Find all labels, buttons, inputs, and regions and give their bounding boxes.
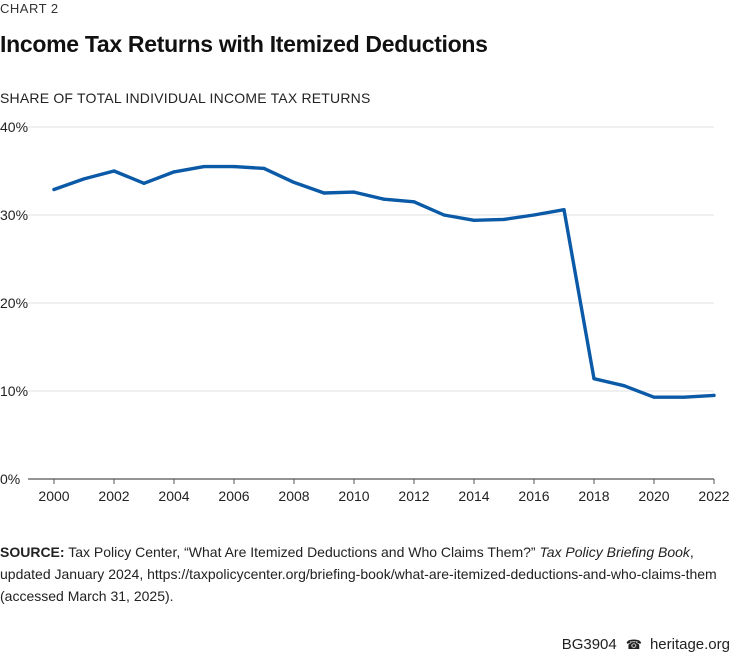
y-tick-label: 40% [0, 119, 28, 135]
data-point [592, 377, 596, 381]
data-point [262, 166, 266, 170]
data-point [562, 208, 566, 212]
data-point [712, 393, 716, 397]
x-tick-label: 2012 [398, 488, 429, 504]
data-point [532, 213, 536, 217]
data-point [622, 384, 626, 388]
x-tick-label: 2020 [638, 488, 669, 504]
data-point [322, 191, 326, 195]
x-tick-label: 2006 [218, 488, 249, 504]
data-point [652, 395, 656, 399]
source-text-2: , updated January 2024, https://taxpolic… [0, 544, 717, 604]
source-note: SOURCE: Tax Policy Center, “What Are Ite… [0, 541, 730, 607]
chart-subtitle: SHARE OF TOTAL INDIVIDUAL INCOME TAX RET… [0, 90, 371, 106]
site-link[interactable]: heritage.org [649, 636, 730, 653]
x-tick-label: 2016 [518, 488, 549, 504]
y-tick-label: 10% [0, 383, 28, 399]
x-tick-label: 2000 [38, 488, 69, 504]
x-tick-label: 2022 [698, 488, 729, 504]
y-axis-ticks: 0% 10% 20% 30% 40% [0, 119, 28, 487]
line-chart: 0%10%20%30%40% 2000 2002 2004 2006 2008 2010 2… [0, 119, 730, 504]
source-text-1: Tax Policy Center, “What Are Itemized De… [64, 544, 540, 560]
source-label: SOURCE: [0, 544, 65, 560]
data-point [142, 181, 146, 185]
data-point [82, 177, 86, 181]
data-point [472, 218, 476, 222]
data-point [232, 165, 236, 169]
x-tick-label: 2010 [338, 488, 369, 504]
data-point [52, 187, 56, 192]
x-tick-label: 2004 [158, 488, 189, 504]
data-point [382, 197, 386, 201]
source-book-title: Tax Policy Briefing Book [539, 544, 690, 560]
data-point [412, 200, 416, 204]
data-point [292, 180, 296, 185]
liberty-bell-icon: ☎ [625, 637, 642, 652]
series-line [52, 164, 716, 399]
x-tick-label: 2014 [458, 488, 489, 504]
x-tick-label: 2002 [98, 488, 129, 504]
x-tick-label: 2018 [578, 488, 609, 504]
chart-title: Income Tax Returns with Itemized Deducti… [0, 31, 488, 57]
data-point [502, 217, 506, 221]
report-code: BG3904 [561, 636, 617, 653]
data-point [682, 395, 686, 399]
x-axis-ticks: 2000 2002 2004 2006 2008 2010 2012 2014 2016 2018… [38, 479, 730, 504]
x-tick-label: 2008 [278, 488, 309, 504]
series-layer [52, 164, 716, 399]
data-point [112, 169, 116, 173]
gridlines [28, 126, 714, 480]
y-tick-label: 0% [0, 471, 20, 487]
data-point [352, 190, 356, 194]
y-tick-label: 30% [0, 207, 28, 223]
data-point [172, 170, 176, 174]
data-point [202, 165, 206, 169]
footer: BG3904 ☎ heritage.org [562, 636, 730, 653]
data-point [442, 213, 446, 217]
chart-number: CHART 2 [0, 1, 59, 16]
y-tick-label: 20% [0, 295, 28, 311]
